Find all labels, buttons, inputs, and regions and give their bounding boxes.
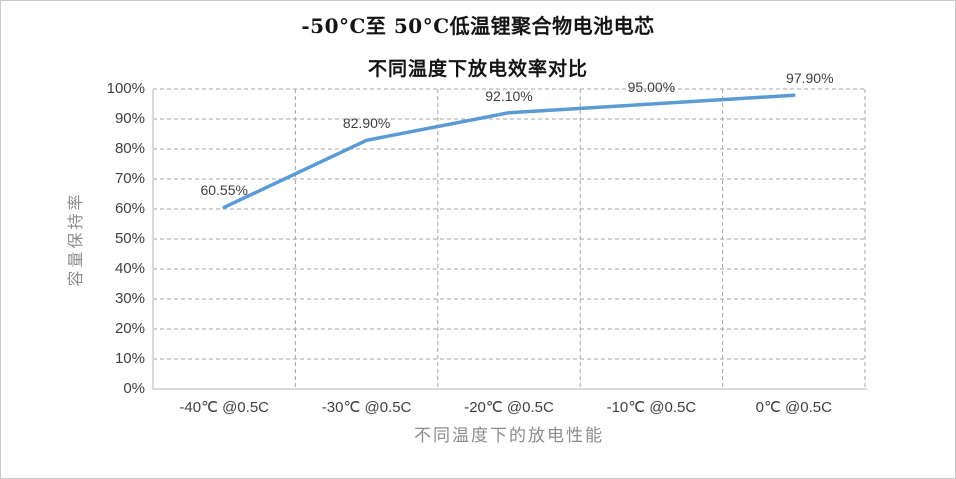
data-label: 95.00% xyxy=(627,79,676,95)
y-tick-label: 90% xyxy=(114,110,145,127)
y-tick-label: 80% xyxy=(114,140,145,157)
x-category-label: -20℃ @0.5C xyxy=(464,399,554,416)
y-tick-label: 10% xyxy=(114,350,145,367)
data-label: 97.90% xyxy=(786,70,834,87)
y-tick-label: 20% xyxy=(114,320,145,337)
y-axis-title: 容量保持率 xyxy=(68,191,85,287)
chart-main-title: -50°C至 50°C低温锂聚合物电池电芯 xyxy=(301,14,655,38)
x-category-label: -30℃ @0.5C xyxy=(321,399,412,416)
y-tick-label: 60% xyxy=(114,200,145,217)
data-label: 92.10% xyxy=(485,87,533,104)
data-label: 60.55% xyxy=(200,182,248,199)
x-category-label: -40℃ @0.5C xyxy=(179,399,269,416)
series-line xyxy=(222,93,796,210)
x-category-label: -10℃ @0.5C xyxy=(606,399,697,416)
y-tick-label: 50% xyxy=(114,230,145,247)
y-tick-label: 100% xyxy=(106,80,145,97)
data-label: 82.90% xyxy=(342,115,391,132)
x-axis-title: 不同温度下的放电性能 xyxy=(414,426,604,445)
y-tick-label: 40% xyxy=(114,260,145,277)
y-tick-label: 30% xyxy=(114,290,145,307)
y-tick-label: 70% xyxy=(114,170,145,187)
chart-subtitle: 不同温度下放电效率对比 xyxy=(367,58,588,80)
y-tick-label: 0% xyxy=(123,380,145,397)
x-category-label: 0℃ @0.5C xyxy=(755,399,832,416)
